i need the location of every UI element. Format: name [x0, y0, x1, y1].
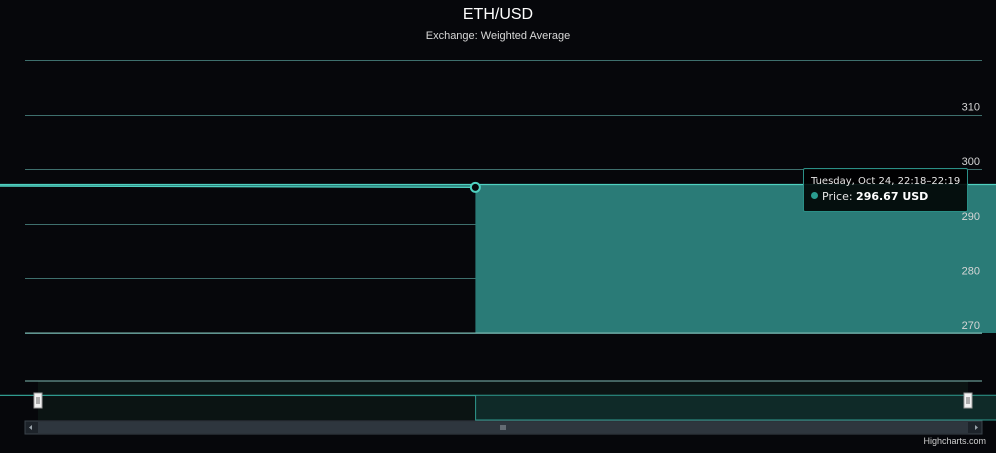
- navigator[interactable]: 24. Oct04:0008:0012:0016:0020:00: [0, 380, 996, 421]
- y-tick-label: 280: [962, 265, 980, 277]
- hover-point-marker: [469, 181, 481, 193]
- navigator-left-handle[interactable]: [33, 392, 43, 409]
- series-dot-icon: [811, 192, 818, 199]
- y-axis-labels: 270 280 290 300 310: [962, 102, 980, 332]
- navigator-series: [0, 394, 996, 421]
- y-tick-label: 290: [962, 211, 980, 223]
- x-axis-labels: 24. Oct02:0004:0006:0008:0010:0012:0014:…: [0, 333, 996, 356]
- chart-title: ETH/USD: [462, 6, 534, 23]
- tooltip-header: Tuesday, Oct 24, 22:18–22:19: [811, 176, 961, 187]
- y-tick-label: 300: [962, 156, 980, 168]
- chart-subtitle: Exchange: Weighted Average: [425, 30, 571, 42]
- credits-link[interactable]: Highcharts.com: [923, 436, 986, 446]
- scroll-right-arrow-icon[interactable]: [975, 425, 978, 430]
- tooltip-value: 296.67 USD: [856, 190, 929, 203]
- scroll-left-arrow-icon[interactable]: [29, 425, 32, 430]
- price-area[interactable]: [0, 114, 996, 334]
- y-tick-label: 270: [962, 320, 980, 332]
- tooltip-row: Price: 296.67 USD: [811, 190, 928, 203]
- tooltip: Tuesday, Oct 24, 22:18–22:19 Price: 296.…: [803, 168, 968, 212]
- tooltip-label: Price:: [822, 190, 853, 203]
- y-tick-label: 310: [962, 102, 980, 114]
- navigator-right-handle[interactable]: [963, 392, 973, 409]
- scrollbar[interactable]: [24, 420, 983, 435]
